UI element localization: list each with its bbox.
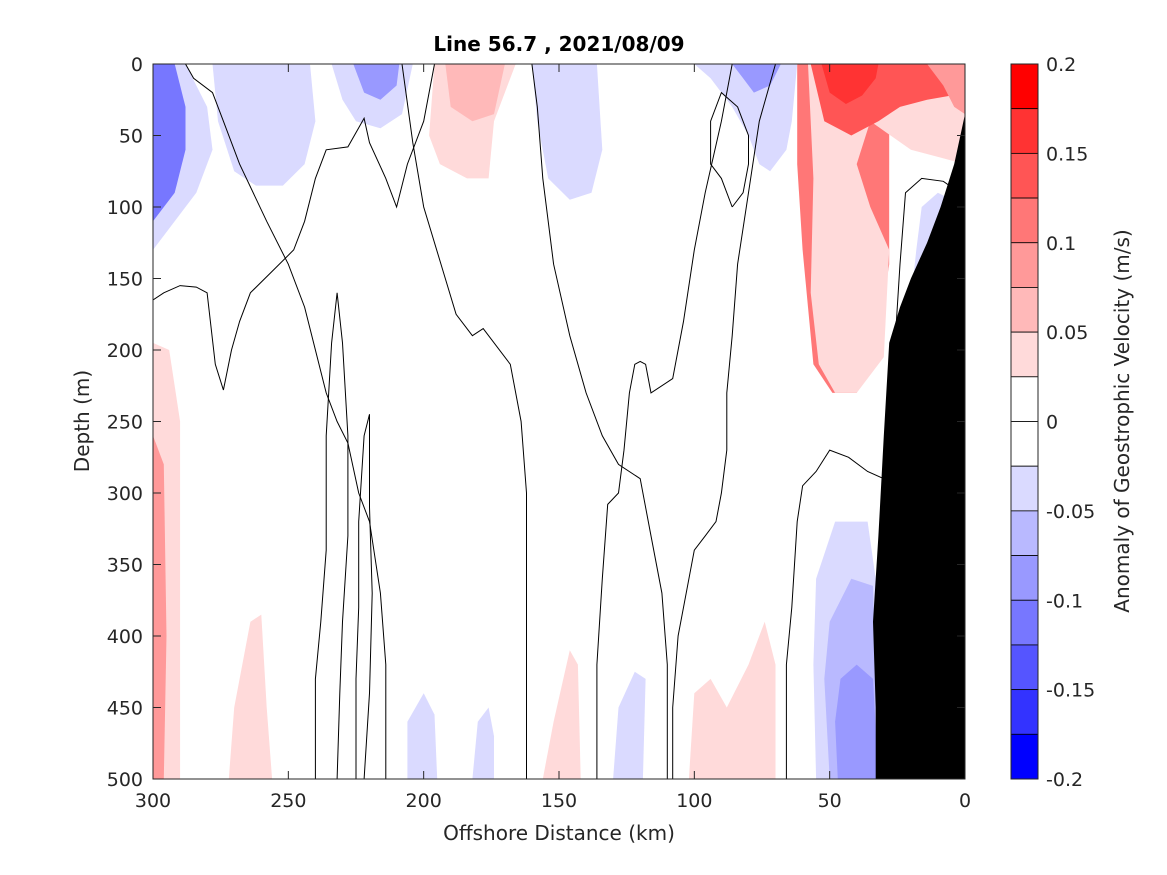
velocity-region <box>542 650 581 779</box>
velocity-region <box>445 64 505 122</box>
colorbar-swatch <box>1010 152 1039 199</box>
y-tick-label: 450 <box>107 698 143 720</box>
y-axis: 0 50 100 150 200 250 300 350 400 450 500 <box>107 54 965 791</box>
y-tick-label: 200 <box>107 340 143 362</box>
zero-contour-line <box>314 292 349 779</box>
colorbar-tick-label: -0.05 <box>1046 501 1095 523</box>
velocity-region <box>153 435 167 779</box>
y-tick-label: 500 <box>107 769 143 791</box>
colorbar-tick-label: 0.15 <box>1046 143 1088 165</box>
velocity-region <box>153 64 186 222</box>
zero-contour-line <box>672 64 776 779</box>
colorbar-swatch <box>1010 376 1039 422</box>
velocity-region <box>613 671 646 779</box>
colorbar-swatch <box>1010 599 1039 646</box>
colorbar-swatch <box>1010 63 1039 110</box>
x-tick-label: 100 <box>676 790 712 812</box>
bathymetry <box>873 114 965 779</box>
x-tick-label: 300 <box>135 790 171 812</box>
x-tick-label: 250 <box>270 790 306 812</box>
colorbar-swatch <box>1010 331 1039 378</box>
velocity-region <box>212 64 316 186</box>
velocity-region <box>732 64 781 93</box>
colorbar-tick-label: 0.05 <box>1046 322 1088 344</box>
colorbar-label: Anomaly of Geostrophic Velocity (m/s) <box>1110 229 1134 612</box>
x-tick-label: 200 <box>406 790 442 812</box>
colorbar-swatch <box>1010 733 1039 780</box>
colorbar-swatch <box>1010 465 1039 512</box>
x-axis: 300 250 200 150 100 50 0 <box>135 64 971 812</box>
velocity-region <box>472 707 494 779</box>
colorbar-swatch <box>1010 421 1039 467</box>
colorbar-swatch <box>1010 689 1039 735</box>
colorbar-tick-label: -0.2 <box>1046 769 1083 791</box>
velocity-region <box>353 64 400 100</box>
zero-contour-line <box>531 64 668 779</box>
zero-contour-line <box>355 414 373 779</box>
colorbar-tick-label: -0.15 <box>1046 680 1095 702</box>
zero-contour-line <box>785 177 965 779</box>
y-tick-label: 250 <box>107 412 143 434</box>
velocity-region <box>927 64 965 115</box>
colorbar-swatch <box>1010 510 1039 556</box>
chart-title: Line 56.7 , 2021/08/09 <box>433 32 684 56</box>
velocity-region <box>821 64 879 104</box>
zero-contour-line <box>710 91 749 208</box>
velocity-region <box>407 693 438 779</box>
plot-area <box>152 63 966 780</box>
colorbar-swatch <box>1010 555 1039 601</box>
colorbar-swatch <box>1010 197 1039 244</box>
y-tick-label: 350 <box>107 555 143 577</box>
y-tick-label: 100 <box>107 197 143 219</box>
x-tick-label: 50 <box>818 790 842 812</box>
zero-contour-line <box>596 64 733 779</box>
colorbar: 0.2 0.15 0.1 0.05 0 -0.05 -0.1 -0.15 -0.2 <box>1010 54 1095 791</box>
zero-contour-line <box>153 64 435 391</box>
zero-contours <box>153 64 965 779</box>
x-tick-label: 0 <box>959 790 971 812</box>
x-tick-label: 150 <box>541 790 577 812</box>
y-tick-label: 50 <box>119 126 143 148</box>
colorbar-swatch <box>1010 644 1039 691</box>
velocity-region <box>228 614 273 779</box>
velocity-region <box>694 64 798 172</box>
zero-contour-line <box>401 64 527 779</box>
colorbar-tick-label: 0 <box>1046 412 1058 434</box>
velocity-region <box>835 664 879 779</box>
zero-contour-line <box>185 64 387 779</box>
colorbar-tick-label: 0.2 <box>1046 54 1076 76</box>
velocity-fields <box>153 64 965 779</box>
y-tick-label: 150 <box>107 269 143 291</box>
y-tick-label: 0 <box>131 54 143 76</box>
seafloor-mask <box>873 114 965 779</box>
colorbar-tick-label: -0.1 <box>1046 590 1083 612</box>
colorbar-swatch <box>1010 287 1039 333</box>
y-axis-label: Depth (m) <box>70 370 94 472</box>
velocity-region <box>808 64 965 393</box>
velocity-region <box>531 64 603 200</box>
colorbar-swatch <box>1010 108 1039 154</box>
colorbar-swatch <box>1010 242 1039 288</box>
colorbar-frame <box>1010 63 1039 780</box>
x-axis-label: Offshore Distance (km) <box>443 821 675 845</box>
y-tick-label: 300 <box>107 483 143 505</box>
colorbar-tick-label: 0.1 <box>1046 233 1076 255</box>
y-tick-label: 400 <box>107 626 143 648</box>
velocity-region <box>688 621 776 779</box>
